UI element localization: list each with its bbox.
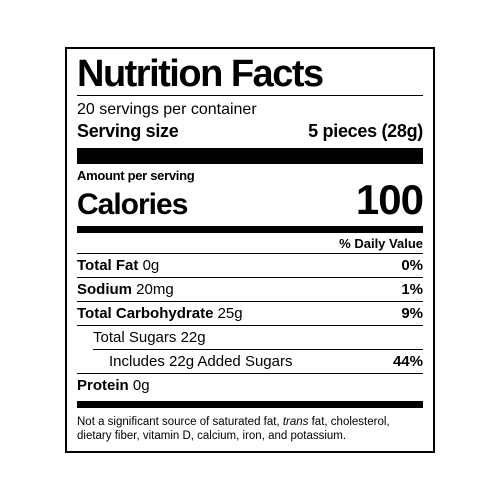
row-sodium: Sodium 20mg 1%: [77, 277, 423, 301]
calories-value: 100: [356, 179, 423, 221]
calories-label: Calories: [77, 188, 187, 222]
nutrient-name: Protein 0g: [77, 377, 150, 394]
med-bar: [77, 226, 423, 233]
row-added-sugars: Includes 22g Added Sugars 44%: [93, 349, 423, 373]
footnote: Not a significant source of saturated fa…: [77, 411, 423, 444]
row-total-carb: Total Carbohydrate 25g 9%: [77, 301, 423, 325]
nutrient-name: Total Sugars 22g: [77, 329, 206, 346]
rule-under-title: [77, 95, 423, 96]
nutrient-name: Total Carbohydrate 25g: [77, 305, 243, 322]
nutrient-name: Total Fat 0g: [77, 257, 159, 274]
title: Nutrition Facts: [77, 55, 423, 93]
calories-row: Calories 100: [77, 179, 423, 222]
nutrient-name: Includes 22g Added Sugars: [93, 353, 292, 370]
med-bar-2: [77, 401, 423, 408]
thick-bar-1: [77, 148, 423, 164]
row-total-sugars: Total Sugars 22g: [77, 325, 423, 349]
dv-value: 44%: [393, 353, 423, 370]
nutrient-name: Sodium 20mg: [77, 281, 174, 298]
servings-per-container: 20 servings per container: [77, 100, 423, 119]
serving-size-value: 5 pieces (28g): [308, 121, 423, 142]
row-protein: Protein 0g: [77, 373, 423, 397]
dv-header: % Daily Value: [77, 236, 423, 251]
serving-size-label: Serving size: [77, 121, 178, 142]
serving-size-row: Serving size 5 pieces (28g): [77, 121, 423, 142]
nutrition-facts-panel: Nutrition Facts 20 servings per containe…: [65, 47, 435, 454]
dv-value: 1%: [401, 281, 423, 298]
dv-value: 9%: [401, 305, 423, 322]
dv-value: 0%: [401, 257, 423, 274]
row-total-fat: Total Fat 0g 0%: [77, 253, 423, 277]
